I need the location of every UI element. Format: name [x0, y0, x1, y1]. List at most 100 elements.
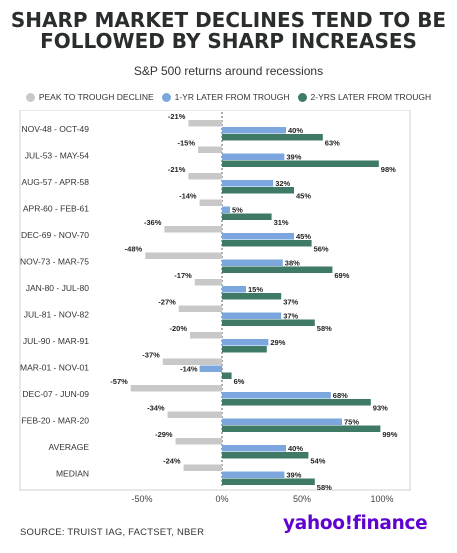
data-label: -14%	[179, 192, 197, 201]
legend-item-two-year: 2-YRS LATER FROM TROUGH	[297, 92, 432, 102]
data-label: -24%	[163, 457, 181, 466]
data-label: 40%	[288, 126, 303, 135]
bar-two-year	[222, 372, 232, 379]
data-label: -37%	[142, 351, 160, 360]
bar-two-year	[222, 293, 282, 300]
category-label: MEDIAN	[56, 469, 89, 479]
bar-one-year	[222, 286, 246, 293]
data-label: 5%	[232, 206, 243, 215]
legend-label-one-year: 1-YR LATER FROM TROUGH	[174, 92, 290, 102]
data-label: 31%	[274, 218, 289, 227]
data-label: -15%	[177, 139, 195, 148]
data-label: 98%	[381, 165, 396, 174]
bar-one-year	[222, 312, 282, 319]
bar-decline	[164, 226, 222, 233]
bar-decline	[178, 305, 222, 312]
data-label: 40%	[288, 444, 303, 453]
data-label: 54%	[310, 457, 325, 466]
data-label: -36%	[144, 218, 162, 227]
data-label: 15%	[248, 285, 263, 294]
category-label: AVERAGE	[49, 442, 90, 452]
legend-item-decline: PEAK TO TROUGH DECLINE	[25, 92, 154, 102]
category-label: NOV-73 - MAR-75	[20, 257, 89, 267]
legend-label-decline: PEAK TO TROUGH DECLINE	[38, 92, 154, 102]
category-label: JUL-53 - MAY-54	[25, 151, 90, 161]
x-tick-label: 50%	[293, 494, 311, 504]
legend-swatch-two-year	[297, 92, 307, 102]
title-line-2: FOLLOWED BY SHARP INCREASES	[40, 29, 417, 53]
bar-chart: NOV-48 - OCT-49 -21% 40% 63% JUL-53 - MAY-54…	[19, 110, 411, 504]
data-label: 68%	[333, 391, 348, 400]
data-label: 63%	[325, 139, 340, 148]
bar-decline	[145, 252, 222, 259]
bar-decline	[188, 120, 222, 127]
category-label: MAR-01 - NOV-01	[20, 363, 89, 373]
data-label: -34%	[147, 404, 165, 413]
data-label: -29%	[155, 430, 173, 439]
category-label: DEC-07 - JUN-09	[22, 389, 89, 399]
bar-decline	[190, 332, 222, 339]
data-label: 6%	[234, 377, 245, 386]
category-label: APR-60 - FEB-61	[23, 204, 89, 214]
data-label: -27%	[158, 298, 176, 307]
chart-title: SHARP MARKET DECLINES TEND TO BE FOLLOWE…	[0, 10, 457, 52]
data-label: 37%	[283, 298, 298, 307]
bar-two-year	[222, 240, 312, 247]
legend-item-one-year: 1-YR LATER FROM TROUGH	[161, 92, 290, 102]
bar-one-year	[222, 233, 294, 240]
data-label: 93%	[373, 404, 388, 413]
data-label: -48%	[125, 245, 143, 254]
bar-one-year	[222, 418, 342, 425]
data-label: -17%	[174, 271, 192, 280]
bar-two-year	[222, 399, 371, 406]
legend-label-two-year: 2-YRS LATER FROM TROUGH	[310, 92, 432, 102]
bar-decline	[175, 438, 222, 445]
chart-subtitle: S&P 500 returns around recessions	[133, 64, 324, 78]
bar-one-year	[222, 445, 286, 452]
plot-border	[19, 110, 411, 491]
bar-one-year	[222, 153, 285, 160]
data-label: 38%	[285, 259, 300, 268]
data-label: 75%	[344, 418, 359, 427]
legend: PEAK TO TROUGH DECLINE 1-YR LATER FROM T…	[0, 92, 457, 102]
bar-decline	[167, 411, 222, 418]
x-tick-label: 0%	[215, 494, 228, 504]
category-label: DEC-69 - NOV-70	[21, 230, 89, 240]
bar-one-year	[222, 259, 283, 266]
category-label: JUL-90 - MAR-91	[23, 336, 89, 346]
category-label: FEB-20 - MAR-20	[21, 416, 89, 426]
bar-one-year	[222, 127, 286, 134]
bar-decline	[194, 279, 222, 286]
bar-one-year	[222, 392, 331, 399]
bar-one-year	[222, 339, 269, 346]
legend-swatch-decline	[25, 92, 35, 102]
data-label: 37%	[283, 312, 298, 321]
data-label: 29%	[270, 338, 285, 347]
bar-decline	[198, 146, 222, 153]
bar-two-year	[222, 425, 381, 432]
bar-one-year	[222, 206, 230, 213]
data-label: 39%	[286, 153, 301, 162]
category-label: JAN-80 - JUL-80	[26, 283, 90, 293]
data-label: -21%	[168, 112, 186, 121]
data-label: -20%	[169, 324, 187, 333]
bar-two-year	[222, 134, 323, 141]
bar-two-year	[222, 478, 315, 485]
bar-one-year	[222, 471, 285, 478]
bar-two-year	[222, 319, 315, 326]
bar-two-year	[222, 346, 267, 353]
data-label: 45%	[296, 192, 311, 201]
bar-decline	[188, 173, 222, 180]
data-label: 39%	[286, 471, 301, 480]
bar-two-year	[222, 160, 379, 167]
bar-one-year	[199, 365, 222, 372]
category-label: NOV-48 - OCT-49	[21, 124, 89, 134]
bar-decline	[162, 358, 222, 365]
data-label: -57%	[110, 377, 128, 386]
legend-swatch-one-year	[161, 92, 171, 102]
bar-decline	[199, 199, 222, 206]
data-label: -21%	[168, 165, 186, 174]
yahoo-finance-logo: yahoo!finance	[283, 513, 428, 534]
title-line-1: SHARP MARKET DECLINES TEND TO BE	[10, 8, 447, 32]
